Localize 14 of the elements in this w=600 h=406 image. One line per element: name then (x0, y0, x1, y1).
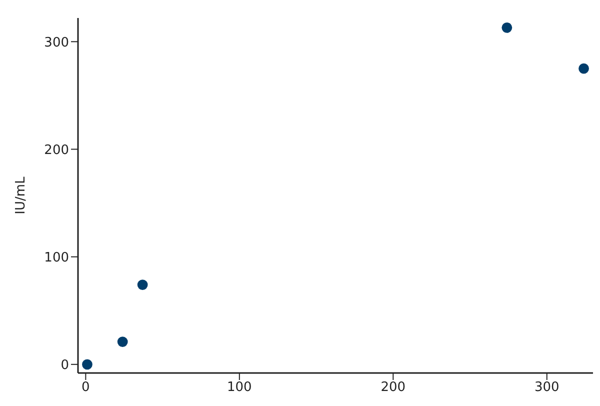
x-tick-label: 300 (534, 380, 560, 396)
point (137, 280, 148, 290)
x-tick-label: 200 (380, 380, 406, 396)
y-tick-label: 100 (44, 250, 69, 266)
y-axis-title: IU/mL (14, 176, 29, 214)
y-tick-label: 300 (44, 35, 69, 50)
point (502, 22, 512, 33)
point (578, 63, 589, 74)
x-tick-label: 0 (82, 380, 90, 396)
point (117, 336, 128, 348)
y-tick-label: 0 (60, 358, 69, 374)
point (82, 359, 92, 370)
y-tick-label: 200 (44, 142, 69, 158)
x-tick-label: 100 (227, 380, 252, 396)
